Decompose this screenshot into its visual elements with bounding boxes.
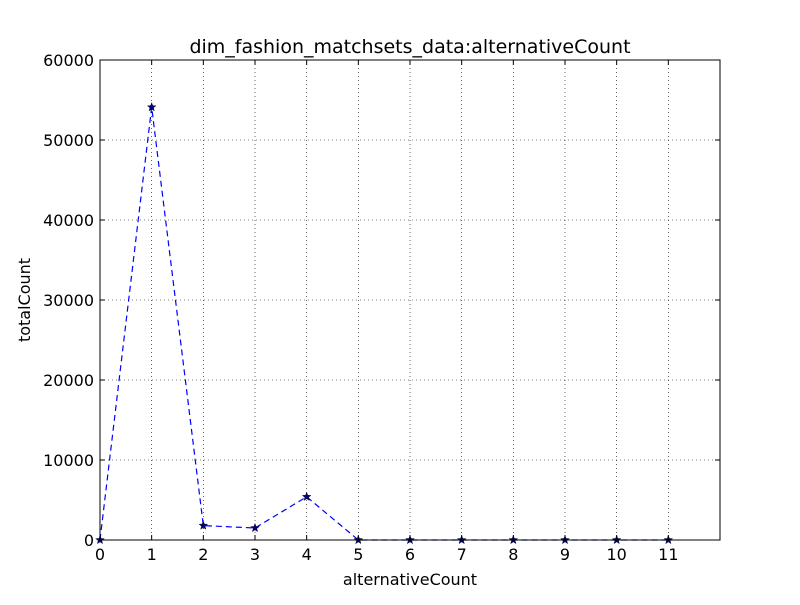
series-layer [95, 102, 674, 545]
grid [100, 60, 720, 540]
tick-labels: 0 1 2 3 4 5 6 7 8 9 10 11 0 10000 20000 30000 40000 50000… [43, 51, 678, 564]
x-tick-label: 6 [405, 545, 415, 564]
y-tick-label: 20000 [43, 371, 94, 390]
y-axis-label: totalCount [15, 258, 34, 342]
y-tick-label: 10000 [43, 451, 94, 470]
data-point [250, 522, 260, 533]
data-point [146, 102, 157, 112]
x-tick-label: 0 [95, 545, 105, 564]
data-point [198, 520, 209, 530]
x-axis-label: alternativeCount [343, 570, 477, 589]
x-tick-label: 1 [147, 545, 157, 564]
x-tick-label: 5 [353, 545, 363, 564]
x-tick-label: 8 [508, 545, 518, 564]
y-tick-label: 50000 [43, 131, 94, 150]
x-tick-label: 7 [457, 545, 467, 564]
data-point [301, 491, 312, 501]
x-tick-label: 9 [560, 545, 570, 564]
x-tick-label: 2 [198, 545, 208, 564]
y-tick-label: 30000 [43, 291, 94, 310]
x-tick-label: 11 [658, 545, 678, 564]
series-line [99, 107, 669, 541]
x-tick-label: 3 [250, 545, 260, 564]
y-tick-label: 60000 [43, 51, 94, 70]
y-tick-label: 0 [84, 531, 94, 550]
y-tick-label: 40000 [43, 211, 94, 230]
chart-title: dim_fashion_matchsets_data:alternativeCo… [189, 36, 630, 58]
ticks [99, 59, 720, 541]
x-tick-label: 4 [302, 545, 312, 564]
x-tick-label: 10 [606, 545, 626, 564]
